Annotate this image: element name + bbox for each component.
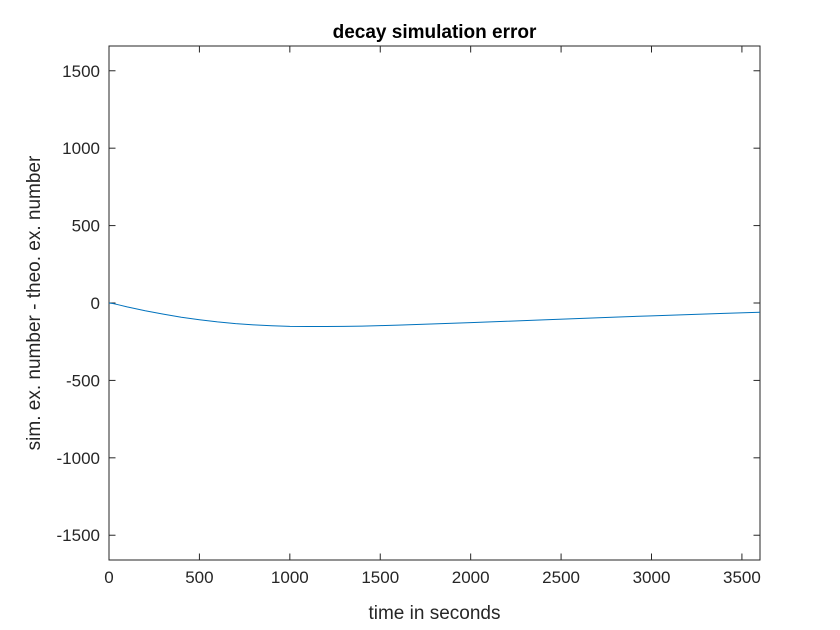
ticks-layer: 0 500 1000 1500 2000 2500 3000 3500 -1500 -1000 -5… <box>57 46 761 587</box>
x-axis-title: time in seconds <box>368 603 500 624</box>
x-tick-label: 3500 <box>723 568 761 587</box>
y-tick-label: 1500 <box>62 62 100 81</box>
y-axis-title: sim. ex. number - theo. ex. number <box>24 155 45 450</box>
chart-title: decay simulation error <box>333 22 537 43</box>
x-tick-label: 2000 <box>452 568 490 587</box>
series-line <box>108 302 761 328</box>
x-tick-label: 3000 <box>633 568 671 587</box>
axes-box <box>108 45 761 561</box>
x-tick-label: 1000 <box>271 568 309 587</box>
x-tick-label: 1500 <box>361 568 399 587</box>
y-tick-label: 0 <box>91 294 100 313</box>
x-tick-label: 0 <box>104 568 113 587</box>
series-layer <box>108 302 761 328</box>
y-tick-label: 1000 <box>62 139 100 158</box>
y-tick-label: 500 <box>72 217 100 236</box>
y-tick-label: -1000 <box>57 449 100 468</box>
y-tick-label: -500 <box>66 371 100 390</box>
x-tick-label: 500 <box>185 568 213 587</box>
x-tick-label: 2500 <box>542 568 580 587</box>
y-tick-label: -1500 <box>57 526 100 545</box>
